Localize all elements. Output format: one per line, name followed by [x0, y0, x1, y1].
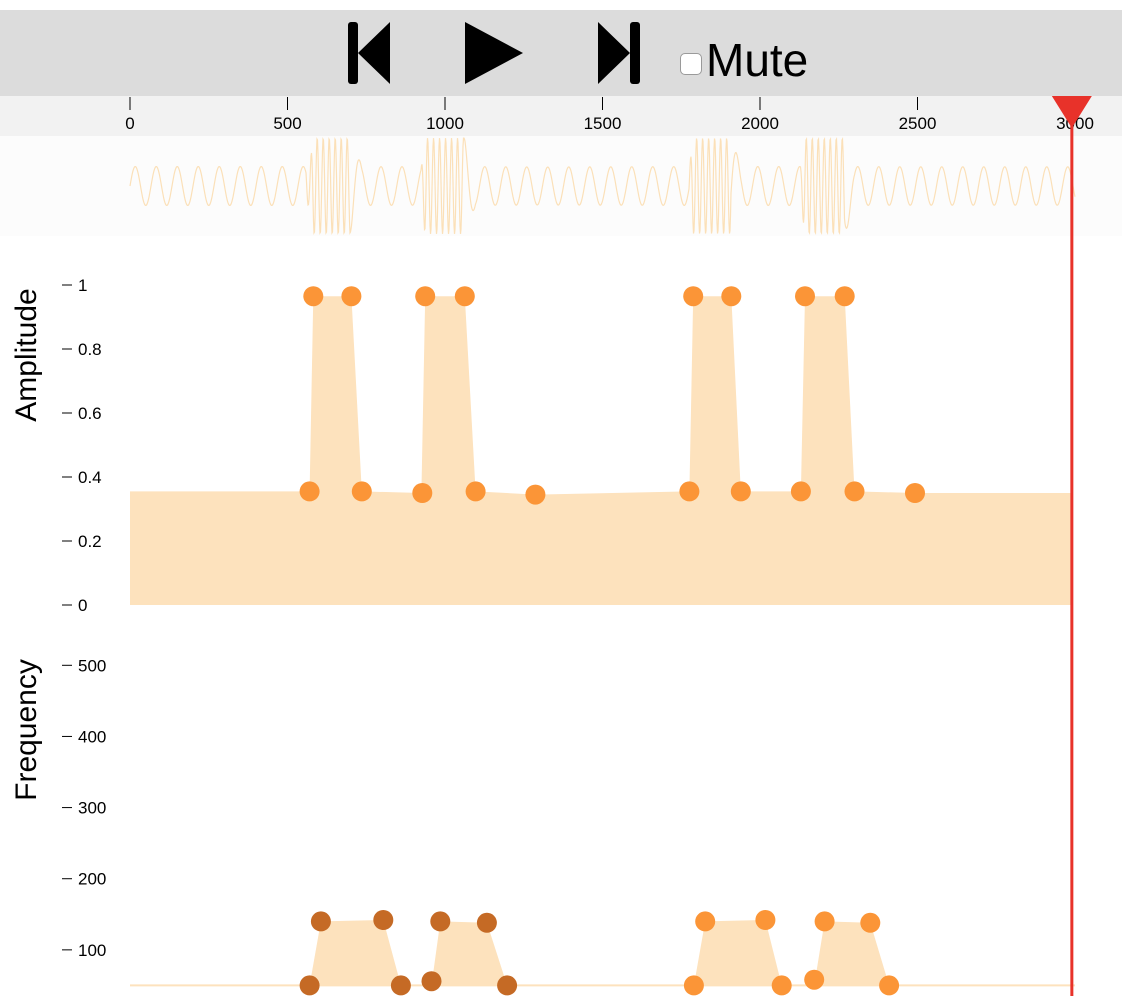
skip-forward-icon[interactable] [594, 20, 642, 86]
freq-tick-label: 200 [78, 870, 106, 889]
ruler-tick-label: 1000 [426, 114, 464, 133]
amplitude-point[interactable] [341, 286, 362, 307]
frequency-point[interactable] [804, 969, 825, 990]
amp-tick-label: 0.6 [78, 404, 102, 423]
ruler-tick-label: 1500 [584, 114, 622, 133]
frequency-point[interactable] [771, 975, 792, 996]
frequency-envelope-editor[interactable]: 500 400 300 200 100 [62, 656, 1075, 996]
frequency-area [431, 921, 508, 986]
frequency-point[interactable] [421, 971, 442, 992]
ruler-tick-label: 2500 [899, 114, 937, 133]
frequency-point[interactable] [860, 912, 881, 933]
freq-tick-label: 500 [78, 656, 106, 675]
amplitude-point[interactable] [465, 481, 486, 502]
amplitude-point[interactable] [454, 286, 475, 307]
amplitude-point[interactable] [844, 481, 865, 502]
frequency-point[interactable] [879, 975, 900, 996]
amplitude-point[interactable] [525, 484, 546, 505]
ruler-tick-label: 500 [273, 114, 301, 133]
amp-tick-label: 0.4 [78, 468, 102, 487]
frequency-point[interactable] [497, 975, 518, 996]
frequency-point[interactable] [430, 911, 451, 932]
amplitude-point[interactable] [905, 483, 925, 503]
amplitude-point[interactable] [299, 481, 320, 502]
frequency-point[interactable] [299, 975, 320, 996]
frequency-axis-label: Frequency [10, 659, 43, 801]
frequency-area [693, 920, 782, 986]
skip-back-icon[interactable] [346, 20, 394, 86]
freq-tick-label: 400 [78, 727, 106, 746]
mute-toggle[interactable]: Mute [680, 30, 808, 90]
frequency-point[interactable] [373, 910, 394, 930]
freq-tick-label: 300 [78, 799, 106, 818]
ruler-ticks: 0 500 1000 1500 2000 2500 3000 [125, 97, 1094, 133]
mute-checkbox[interactable] [680, 53, 702, 75]
amplitude-envelope-editor[interactable]: 1 0.8 0.6 0.4 0.2 0 [62, 276, 1072, 615]
frequency-point[interactable] [310, 911, 331, 932]
ruler-tick-label: 3000 [1056, 114, 1094, 133]
play-icon[interactable] [462, 20, 526, 86]
ruler-tick-label: 0 [125, 114, 134, 133]
amp-tick-label: 1 [78, 276, 87, 295]
mute-label: Mute [706, 34, 809, 86]
amplitude-point[interactable] [834, 286, 855, 307]
amplitude-point[interactable] [351, 481, 372, 502]
freq-tick-label: 100 [78, 941, 106, 960]
playhead[interactable] [1051, 96, 1092, 996]
timeline-ruler[interactable] [0, 96, 1122, 136]
waveform-overview [0, 136, 1122, 236]
amplitude-point[interactable] [721, 286, 742, 307]
frequency-point[interactable] [683, 975, 704, 996]
frequency-point[interactable] [695, 911, 716, 932]
amplitude-point[interactable] [730, 481, 751, 502]
amplitude-point[interactable] [795, 286, 815, 307]
amplitude-axis-label: Amplitude [10, 288, 43, 421]
amp-tick-label: 0 [78, 596, 87, 615]
frequency-point[interactable] [755, 910, 776, 930]
frequency-area [309, 920, 401, 986]
transport-toolbar [0, 10, 1122, 96]
waveform-line [129, 137, 1076, 235]
playhead-handle[interactable] [1051, 96, 1092, 128]
ruler-tick-label: 2000 [741, 114, 779, 133]
amp-tick-label: 0.2 [78, 532, 102, 551]
amp-tick-label: 0.8 [78, 340, 102, 359]
amplitude-point[interactable] [679, 481, 700, 502]
frequency-point[interactable] [814, 911, 835, 932]
waveform-preview [129, 137, 1076, 235]
amplitude-point[interactable] [303, 286, 324, 307]
frequency-point[interactable] [476, 912, 497, 933]
amplitude-area [130, 296, 1072, 605]
frequency-point[interactable] [390, 975, 411, 996]
frequency-area [814, 921, 890, 986]
amplitude-point[interactable] [415, 286, 436, 307]
amplitude-point[interactable] [412, 483, 433, 503]
amplitude-point[interactable] [790, 481, 811, 502]
amplitude-point[interactable] [683, 286, 704, 307]
